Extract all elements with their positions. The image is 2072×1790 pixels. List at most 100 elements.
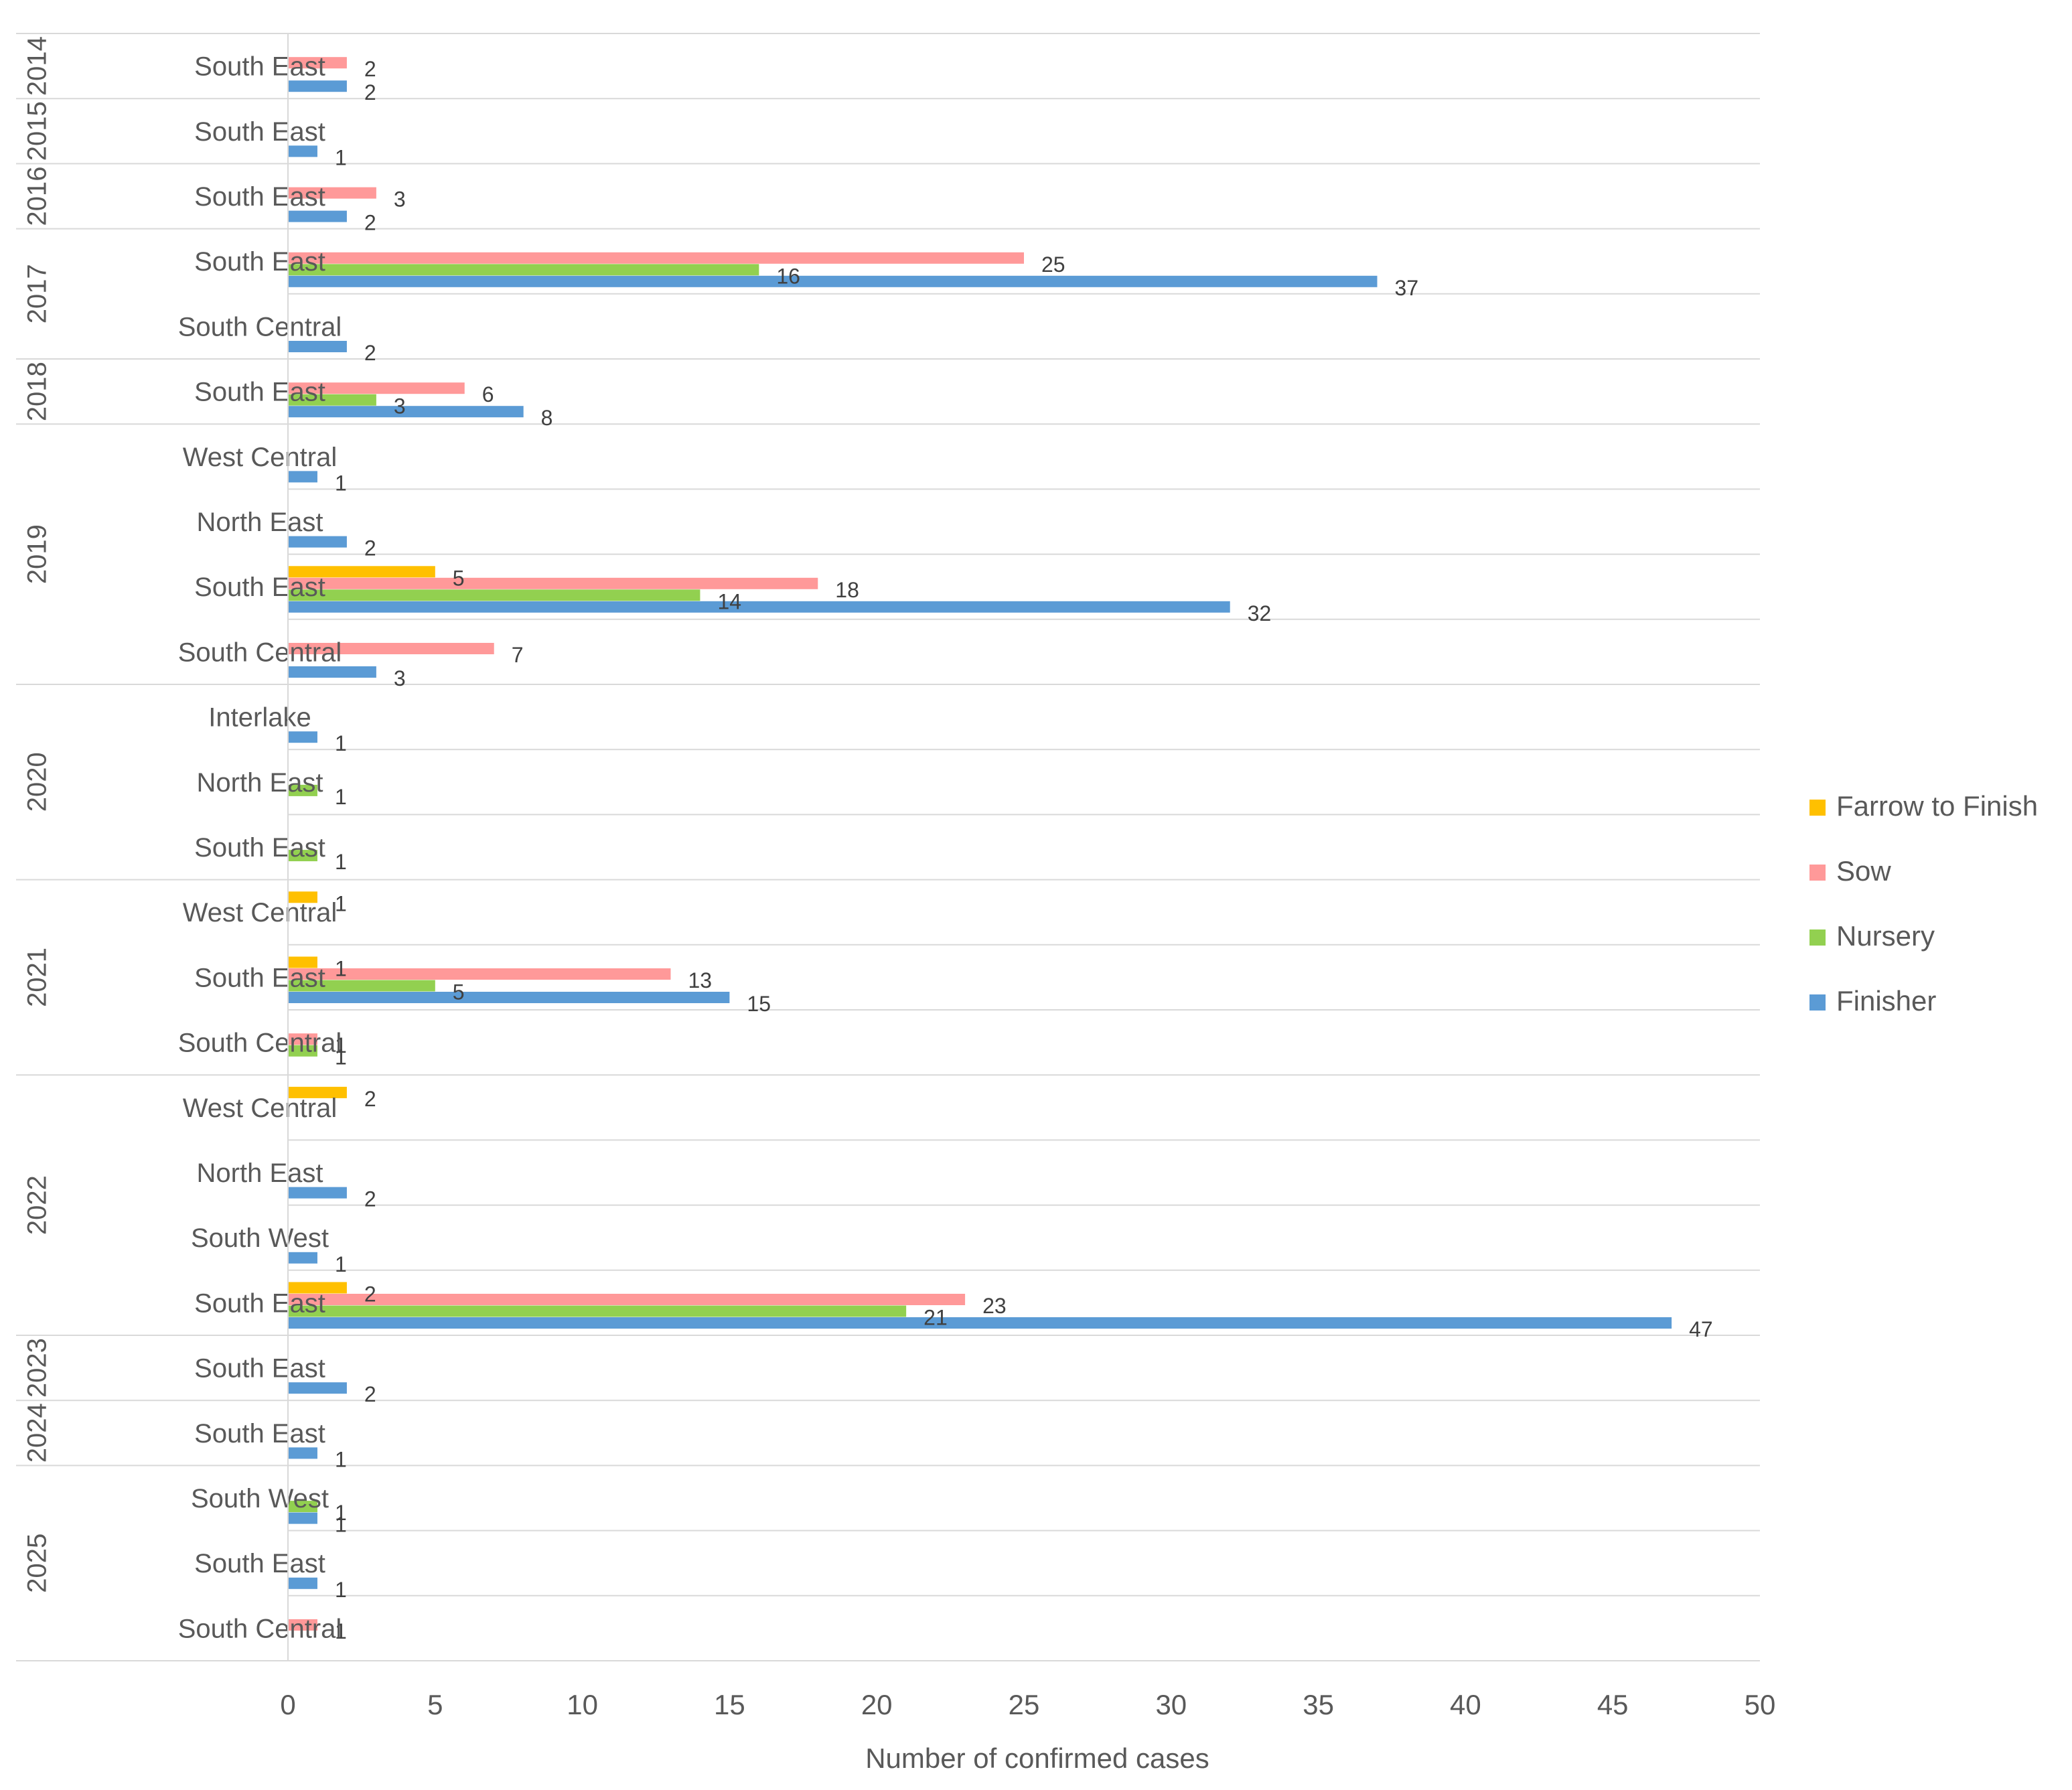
bar-sow <box>288 1033 317 1045</box>
bar-finisher <box>288 601 1230 613</box>
data-label: 1 <box>335 1033 347 1057</box>
group-label: 2016 <box>23 167 52 226</box>
data-label: 1 <box>335 471 347 495</box>
x-tick-label: 50 <box>1745 1689 1776 1720</box>
bar-nursery <box>288 394 376 406</box>
data-label: 2 <box>364 1087 376 1111</box>
data-label: 7 <box>512 643 524 667</box>
data-label: 14 <box>717 589 741 613</box>
bar-farrow-to-finish <box>288 956 317 968</box>
group-label: 2024 <box>23 1403 52 1463</box>
data-label: 13 <box>688 968 712 992</box>
legend-swatch <box>1809 994 1826 1011</box>
category-label: Interlake <box>208 703 311 733</box>
group-label: 2014 <box>23 36 52 96</box>
data-label: 2 <box>364 211 376 235</box>
bar-finisher <box>288 80 347 92</box>
x-tick-label: 15 <box>714 1689 745 1720</box>
data-label: 1 <box>335 891 347 915</box>
x-axis: 0 5 10 15 20 25 30 35 40 45 50 <box>280 1689 1775 1720</box>
data-label: 1 <box>335 731 347 755</box>
category-label: South East <box>194 117 325 147</box>
bar-nursery <box>288 784 317 796</box>
category-label: West Central <box>183 898 337 927</box>
category-label: South East <box>194 1549 325 1578</box>
category-label: South Central <box>178 1029 342 1058</box>
bar-farrow-to-finish <box>288 566 435 578</box>
category-separators <box>16 33 1760 1661</box>
bar-finisher <box>288 1317 1672 1329</box>
bar-nursery <box>288 1305 907 1317</box>
bar-finisher <box>288 731 317 743</box>
data-label: 1 <box>335 1578 347 1602</box>
category-label: South East <box>194 1419 325 1448</box>
legend-label: Sow <box>1836 855 1891 887</box>
category-label: South East <box>194 378 325 407</box>
data-label: 1 <box>335 1447 347 1471</box>
bar-finisher <box>288 1187 347 1199</box>
data-label: 2 <box>364 57 376 81</box>
bar-finisher <box>288 1382 347 1394</box>
data-label: 2 <box>364 80 376 104</box>
bar-sow <box>288 577 818 589</box>
data-label: 1 <box>335 785 347 809</box>
bar-nursery <box>288 264 759 276</box>
data-label: 1 <box>335 145 347 169</box>
x-tick-label: 5 <box>427 1689 443 1720</box>
category-label: South East <box>194 1354 325 1384</box>
category-label: South Central <box>178 1614 342 1643</box>
data-label: 1 <box>335 1501 347 1525</box>
category-label: South East <box>194 833 325 863</box>
group-label: 2022 <box>23 1175 52 1235</box>
data-label: 15 <box>747 992 771 1016</box>
group-label: 2021 <box>23 948 52 1007</box>
data-label: 2 <box>364 341 376 365</box>
x-axis-title: Number of confirmed cases <box>865 1742 1209 1774</box>
data-label: 1 <box>335 850 347 874</box>
category-label: North East <box>197 768 323 798</box>
category-label: South East <box>194 1288 325 1318</box>
data-label: 5 <box>453 980 465 1004</box>
x-tick-label: 10 <box>567 1689 598 1720</box>
bars <box>288 57 1672 1631</box>
bar-nursery <box>288 980 435 992</box>
legend-swatch <box>1809 800 1826 816</box>
data-label: 8 <box>541 406 553 430</box>
data-label: 1 <box>335 1252 347 1276</box>
x-tick-label: 0 <box>280 1689 295 1720</box>
data-label: 6 <box>482 382 494 406</box>
bar-nursery <box>288 1045 317 1057</box>
bar-sow <box>288 252 1024 264</box>
category-label: North East <box>197 508 323 537</box>
data-label: 3 <box>394 188 406 212</box>
category-label: West Central <box>183 443 337 472</box>
group-label: 2017 <box>23 264 52 323</box>
data-label: 2 <box>364 1382 376 1406</box>
category-label: South East <box>194 247 325 277</box>
legend-swatch <box>1809 929 1826 946</box>
data-label: 5 <box>453 566 465 590</box>
bar-finisher <box>288 341 347 352</box>
bar-sow <box>288 187 376 199</box>
group-label: 2018 <box>23 362 52 421</box>
bar-sow <box>288 57 347 69</box>
bar-nursery <box>288 589 700 601</box>
group-label: 2025 <box>23 1534 52 1593</box>
data-label: 2 <box>364 536 376 561</box>
bar-finisher <box>288 275 1378 287</box>
data-label: 47 <box>1689 1317 1713 1341</box>
data-label: 16 <box>776 264 800 288</box>
data-label: 21 <box>923 1306 948 1330</box>
x-tick-label: 30 <box>1155 1689 1187 1720</box>
category-label: North East <box>197 1159 323 1188</box>
bar-farrow-to-finish <box>288 891 317 903</box>
x-tick-label: 40 <box>1450 1689 1481 1720</box>
legend-label: Finisher <box>1836 985 1936 1017</box>
group-label: 2015 <box>23 101 52 161</box>
data-label: 1 <box>335 1619 347 1643</box>
legend: Farrow to Finish Sow Nursery Finisher <box>1809 790 2038 1017</box>
bar-sow <box>288 968 671 980</box>
group-label: 2020 <box>23 752 52 812</box>
bar-sow <box>288 1294 966 1305</box>
